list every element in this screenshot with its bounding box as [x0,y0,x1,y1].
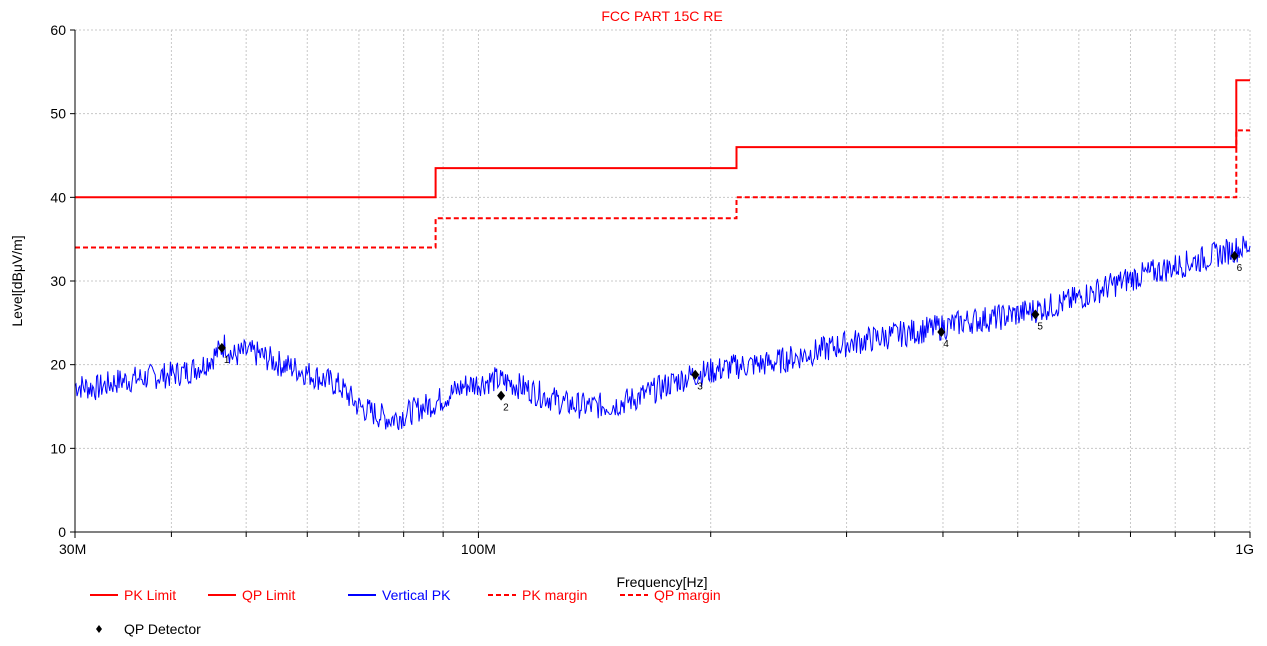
chart-title: FCC PART 15C RE [601,8,722,24]
series-pk-limit [75,79,1250,199]
series-layer [74,79,1251,431]
legend-label: QP Detector [124,621,201,637]
y-tick-label: 20 [50,357,66,373]
tick-labels: 0 10 20 30 40 50 60 30M 100M 1G [50,22,1254,557]
x-tick-label: 1G [1235,541,1254,557]
qp-detector-label: 2 [503,403,509,414]
legend-item-qp-limit: QP Limit [208,587,296,603]
y-tick-label: 30 [50,273,66,289]
legend-label: PK margin [522,587,587,603]
series-vertical-pk [74,235,1251,431]
legend: PK Limit QP Limit Vertical PK PK margin QP m… [90,587,721,637]
legend-item-vertical-pk: Vertical PK [348,587,451,603]
legend-swatch [96,625,102,633]
legend-label: QP margin [654,587,721,603]
legend-label: Vertical PK [382,587,451,603]
y-tick-label: 10 [50,440,66,456]
qp-detector-label: 3 [697,382,703,393]
y-tick-label: 50 [50,106,66,122]
qp-detector-marker [1031,309,1040,320]
qp-detector-marker [691,369,700,380]
y-tick-label: 0 [58,524,66,540]
x-axis-label: Frequency[Hz] [616,574,707,590]
qp-detector-markers: 1 2 3 4 5 6 [217,250,1243,414]
x-tick-label: 30M [59,541,86,557]
legend-label: PK Limit [124,587,176,603]
y-tick-label: 40 [50,189,66,205]
legend-item-qp-margin: QP margin [620,587,721,603]
y-axis-label: Level[dBμV/m] [9,235,25,326]
x-tick-label: 100M [461,541,496,557]
qp-detector-marker [497,390,506,401]
y-tick-label: 60 [50,22,66,38]
legend-item-qp-detector: QP Detector [96,621,201,637]
qp-detector-label: 4 [943,339,949,350]
qp-detector-label: 1 [224,355,230,366]
qp-detector-label: 5 [1037,321,1043,332]
legend-item-pk-margin: PK margin [488,587,587,603]
qp-detector-marker [1230,250,1239,261]
series-pk-margin [75,129,1250,249]
qp-detector-marker [217,342,226,353]
qp-detector-marker [937,327,946,338]
legend-label: QP Limit [242,587,296,603]
plot-area [75,30,1250,532]
qp-detector-label: 6 [1237,263,1243,274]
legend-item-pk-limit: PK Limit [90,587,176,603]
